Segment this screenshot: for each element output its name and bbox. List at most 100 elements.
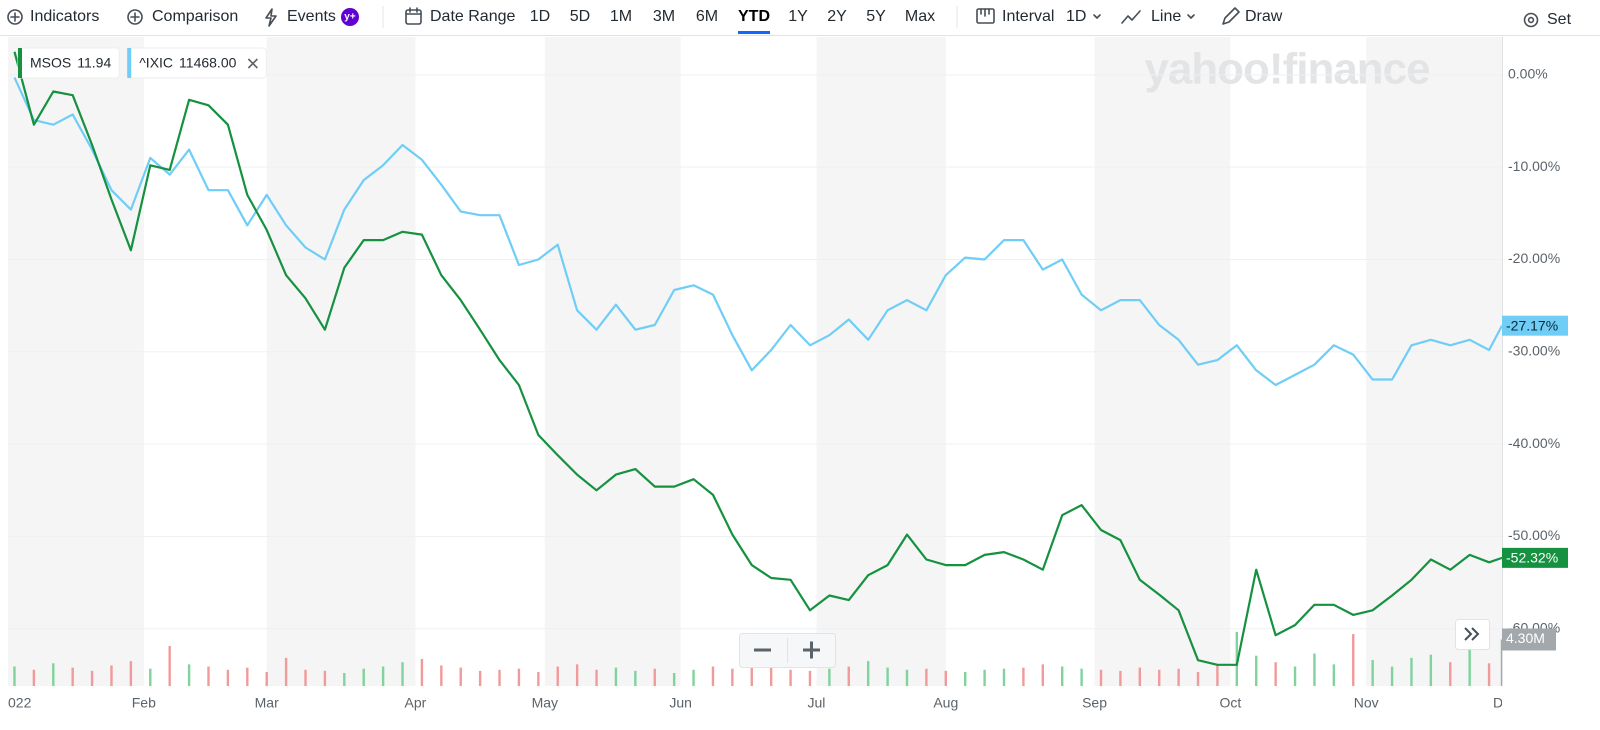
volume-bar xyxy=(362,668,365,686)
legend-chip[interactable]: ^IXIC 11468.00 xyxy=(126,47,267,79)
volume-bar xyxy=(246,667,249,686)
volume-bar xyxy=(750,667,753,686)
month-bands xyxy=(8,37,1502,686)
volume-bar xyxy=(866,661,870,686)
range-button[interactable]: Max xyxy=(905,8,935,25)
volume-bar xyxy=(1410,657,1413,686)
volume-bar xyxy=(692,669,695,686)
range-button[interactable]: 5Y xyxy=(866,8,886,25)
month-band xyxy=(1366,37,1502,686)
x-tick-label: 022 xyxy=(8,695,32,711)
volume-bar xyxy=(478,670,482,686)
legend: MSOS 11.94 ^IXIC 11468.00 xyxy=(17,47,267,79)
end-label: -52.32% xyxy=(1502,547,1568,568)
volume-bar xyxy=(110,665,113,686)
range-button[interactable]: 1Y xyxy=(788,8,808,25)
indicators-button[interactable]: Indicators xyxy=(7,8,99,25)
comparison-label: Comparison xyxy=(152,8,238,25)
legend-quote: 11.94 xyxy=(77,55,111,71)
volume-bar xyxy=(556,666,559,686)
range-button[interactable]: 5D xyxy=(570,8,590,25)
volume-bar xyxy=(440,665,443,686)
x-tick-label: Feb xyxy=(132,695,156,711)
date-range-label: Date Range xyxy=(430,8,515,25)
range-button[interactable]: 3M xyxy=(653,8,675,25)
grid xyxy=(8,74,1502,630)
settings-button[interactable]: Set xyxy=(1523,11,1572,28)
x-tick-label: Nov xyxy=(1354,695,1379,711)
events-button[interactable]: Events y+ xyxy=(265,8,359,27)
comparison-button[interactable]: Comparison xyxy=(127,8,238,25)
volume-bar xyxy=(1041,664,1045,686)
volume-bar xyxy=(498,669,501,686)
range-active-indicator xyxy=(738,31,770,34)
volume-bar xyxy=(595,669,598,686)
volume-bar xyxy=(1449,662,1452,686)
scroll-right-button[interactable] xyxy=(1455,619,1490,650)
volume-bar xyxy=(323,670,327,686)
month-band xyxy=(266,37,416,686)
range-buttons: 1D 5D 1M 3M 6M YTD 1Y 2Y 5Y Max xyxy=(530,8,935,34)
x-tick-label: Sep xyxy=(1082,695,1107,711)
volume-bar xyxy=(265,671,268,686)
volume-bar xyxy=(828,668,831,686)
volume-bar xyxy=(1332,664,1336,686)
volume-bar xyxy=(13,666,16,686)
legend-chip[interactable]: MSOS 11.94 xyxy=(17,47,120,79)
volume-bar xyxy=(1158,669,1161,686)
interval-button[interactable]: Interval 1D xyxy=(976,8,1101,25)
volume-bar xyxy=(343,673,346,686)
premium-badge-label: y+ xyxy=(344,12,356,23)
volume-bar xyxy=(886,667,889,686)
month-band xyxy=(544,37,681,686)
interval-value: 1D xyxy=(1066,8,1086,25)
indicators-label: Indicators xyxy=(30,8,99,25)
volume-bar xyxy=(1099,669,1103,686)
series-line xyxy=(13,77,1502,387)
events-label: Events xyxy=(287,8,336,25)
volume-bar xyxy=(381,666,385,686)
month-band xyxy=(816,37,946,686)
zoom-in[interactable] xyxy=(803,641,820,659)
x-tick-label: Aug xyxy=(933,695,958,711)
y-tick-label: -20.00% xyxy=(1508,250,1560,266)
range-button[interactable]: 1D xyxy=(530,8,550,25)
volume-bar xyxy=(1293,666,1297,686)
volume-bar xyxy=(731,668,734,686)
x-tick-label: Jul xyxy=(807,695,825,711)
legend-quote: 11468.00 xyxy=(179,55,237,71)
volume-bar xyxy=(1196,671,1200,686)
range-button[interactable]: 1M xyxy=(610,8,632,25)
range-button[interactable]: 6M xyxy=(696,8,718,25)
range-button[interactable]: 2Y xyxy=(827,8,847,25)
volume-bar xyxy=(1352,634,1355,686)
volume-bar xyxy=(1080,668,1083,686)
y-tick-label: -50.00% xyxy=(1508,527,1560,543)
volume-bar xyxy=(1468,647,1471,686)
volume-label: 4.30M xyxy=(1506,630,1545,646)
range-button[interactable]: YTD xyxy=(738,8,770,25)
volume-bar xyxy=(1216,665,1219,686)
draw-button[interactable]: Draw xyxy=(1222,7,1283,25)
legend-swatch xyxy=(18,48,22,78)
volume-bar xyxy=(653,668,656,686)
y-tick-label: -30.00% xyxy=(1508,343,1560,359)
chart-style-button[interactable]: Line xyxy=(1121,8,1195,25)
x-tick-label: Oct xyxy=(1219,695,1241,711)
volume-bar xyxy=(808,670,812,686)
volume-bar xyxy=(1313,653,1316,686)
volume-bars xyxy=(13,631,1502,686)
volume-bar xyxy=(420,658,424,686)
volume-bar xyxy=(1487,663,1491,686)
date-range-button[interactable]: Date Range xyxy=(405,7,515,25)
volume-bar xyxy=(537,671,540,686)
volume-bar xyxy=(401,662,404,686)
volume-label-box xyxy=(1502,628,1556,651)
volume-bar xyxy=(1119,670,1122,686)
volume-bar xyxy=(1274,662,1277,686)
legend-swatch xyxy=(127,48,132,78)
volume-bar xyxy=(1429,654,1433,686)
draw-label: Draw xyxy=(1245,8,1283,25)
watermark: yahoo!finance xyxy=(1144,45,1429,94)
